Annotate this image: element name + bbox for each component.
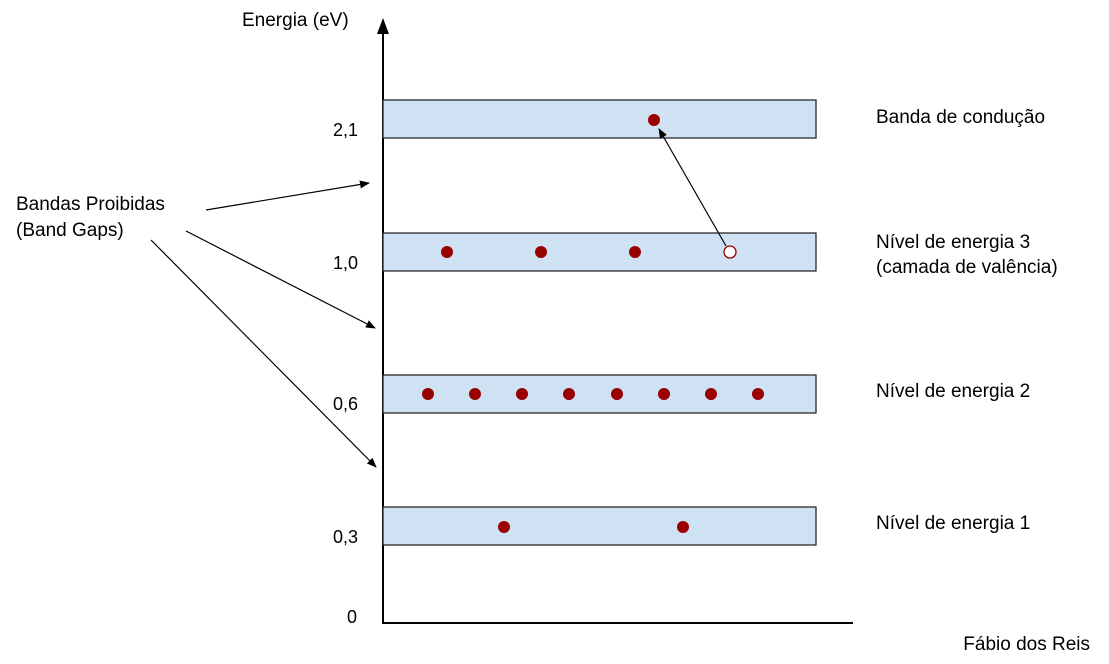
- tick-label-0-6: 0,6: [333, 394, 358, 414]
- tick-label-0-3: 0,3: [333, 527, 358, 547]
- band-gap-arrow-middle: [185, 230, 376, 329]
- electron-level-1: [677, 521, 689, 533]
- band-gaps-label-line2: (Band Gaps): [16, 220, 124, 241]
- tick-labels: 2,1 1,0 0,6 0,3 0: [333, 120, 358, 627]
- hole-level-3: [723, 245, 737, 259]
- tick-label-0: 0: [347, 607, 357, 627]
- band-gap-arrow-lower: [150, 239, 377, 468]
- label-conduction-band: Banda de condução: [876, 107, 1045, 128]
- electron-level-2: [752, 388, 764, 400]
- band-gaps-label-line1: Bandas Proibidas: [16, 194, 165, 215]
- electrons: [422, 114, 764, 533]
- electron-level-2: [516, 388, 528, 400]
- electron-level-2: [469, 388, 481, 400]
- electron-level-3: [535, 246, 547, 258]
- band-level-1: [382, 506, 817, 546]
- band-labels: Banda de condução Nível de energia 3 (ca…: [876, 107, 1058, 534]
- band-conduction: [382, 99, 817, 139]
- electron-level-3: [441, 246, 453, 258]
- electron-level-2: [705, 388, 717, 400]
- author-credit: Fábio dos Reis: [963, 634, 1090, 655]
- band-level-3: [382, 232, 817, 272]
- label-energy-level-3: Nível de energia 3: [876, 232, 1030, 253]
- tick-label-1-0: 1,0: [333, 253, 358, 273]
- electron-level-2: [422, 388, 434, 400]
- electron-level-2: [658, 388, 670, 400]
- electron-conduction: [648, 114, 660, 126]
- band-gap-arrow-upper: [205, 180, 370, 211]
- band-level-2: [382, 374, 817, 414]
- y-axis-arrowhead: [377, 18, 389, 34]
- electron-level-3: [629, 246, 641, 258]
- label-energy-level-1: Nível de energia 1: [876, 513, 1030, 534]
- electron-level-2: [611, 388, 623, 400]
- electron-level-2: [563, 388, 575, 400]
- label-energy-level-2: Nível de energia 2: [876, 381, 1030, 402]
- y-axis-label: Energia (eV): [242, 10, 349, 31]
- bands: [382, 99, 817, 546]
- label-valence-layer: (camada de valência): [876, 257, 1058, 278]
- electron-level-1: [498, 521, 510, 533]
- band-gap-pointers: [150, 180, 377, 468]
- tick-label-2-1: 2,1: [333, 120, 358, 140]
- excitation-arrow: [658, 128, 727, 247]
